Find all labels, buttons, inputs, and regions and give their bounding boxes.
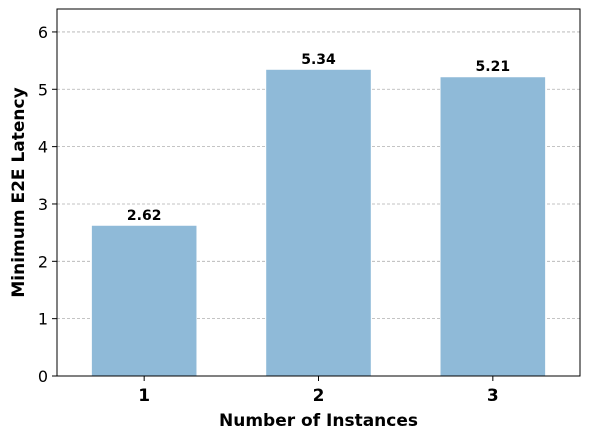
bar-value-label: 5.34	[301, 52, 336, 68]
bar-3	[440, 77, 546, 376]
y-axis-label: Minimum E2E Latency	[9, 87, 29, 297]
y-tick-label: 3	[38, 195, 48, 214]
data-labels: 2.62 5.34 5.21	[127, 52, 510, 224]
y-tick-label: 0	[38, 367, 48, 386]
bar-value-label: 2.62	[127, 208, 162, 224]
x-tick-label: 1	[138, 386, 150, 406]
x-tick-label: 3	[487, 386, 499, 406]
bars	[91, 69, 546, 377]
y-axis-ticks: 0 1 2 3 4 5 6	[38, 23, 57, 386]
y-tick-label: 2	[38, 252, 48, 271]
bar-2	[266, 69, 371, 377]
bar-1	[91, 225, 197, 376]
y-tick-label: 5	[38, 80, 48, 99]
x-axis-label: Number of Instances	[219, 411, 418, 431]
y-tick-label: 1	[38, 310, 48, 329]
bar-value-label: 5.21	[476, 59, 511, 75]
x-tick-label: 2	[313, 386, 325, 406]
y-tick-label: 6	[38, 23, 48, 42]
y-tick-label: 4	[38, 138, 48, 157]
x-axis-ticks: 1 2 3	[138, 376, 499, 406]
